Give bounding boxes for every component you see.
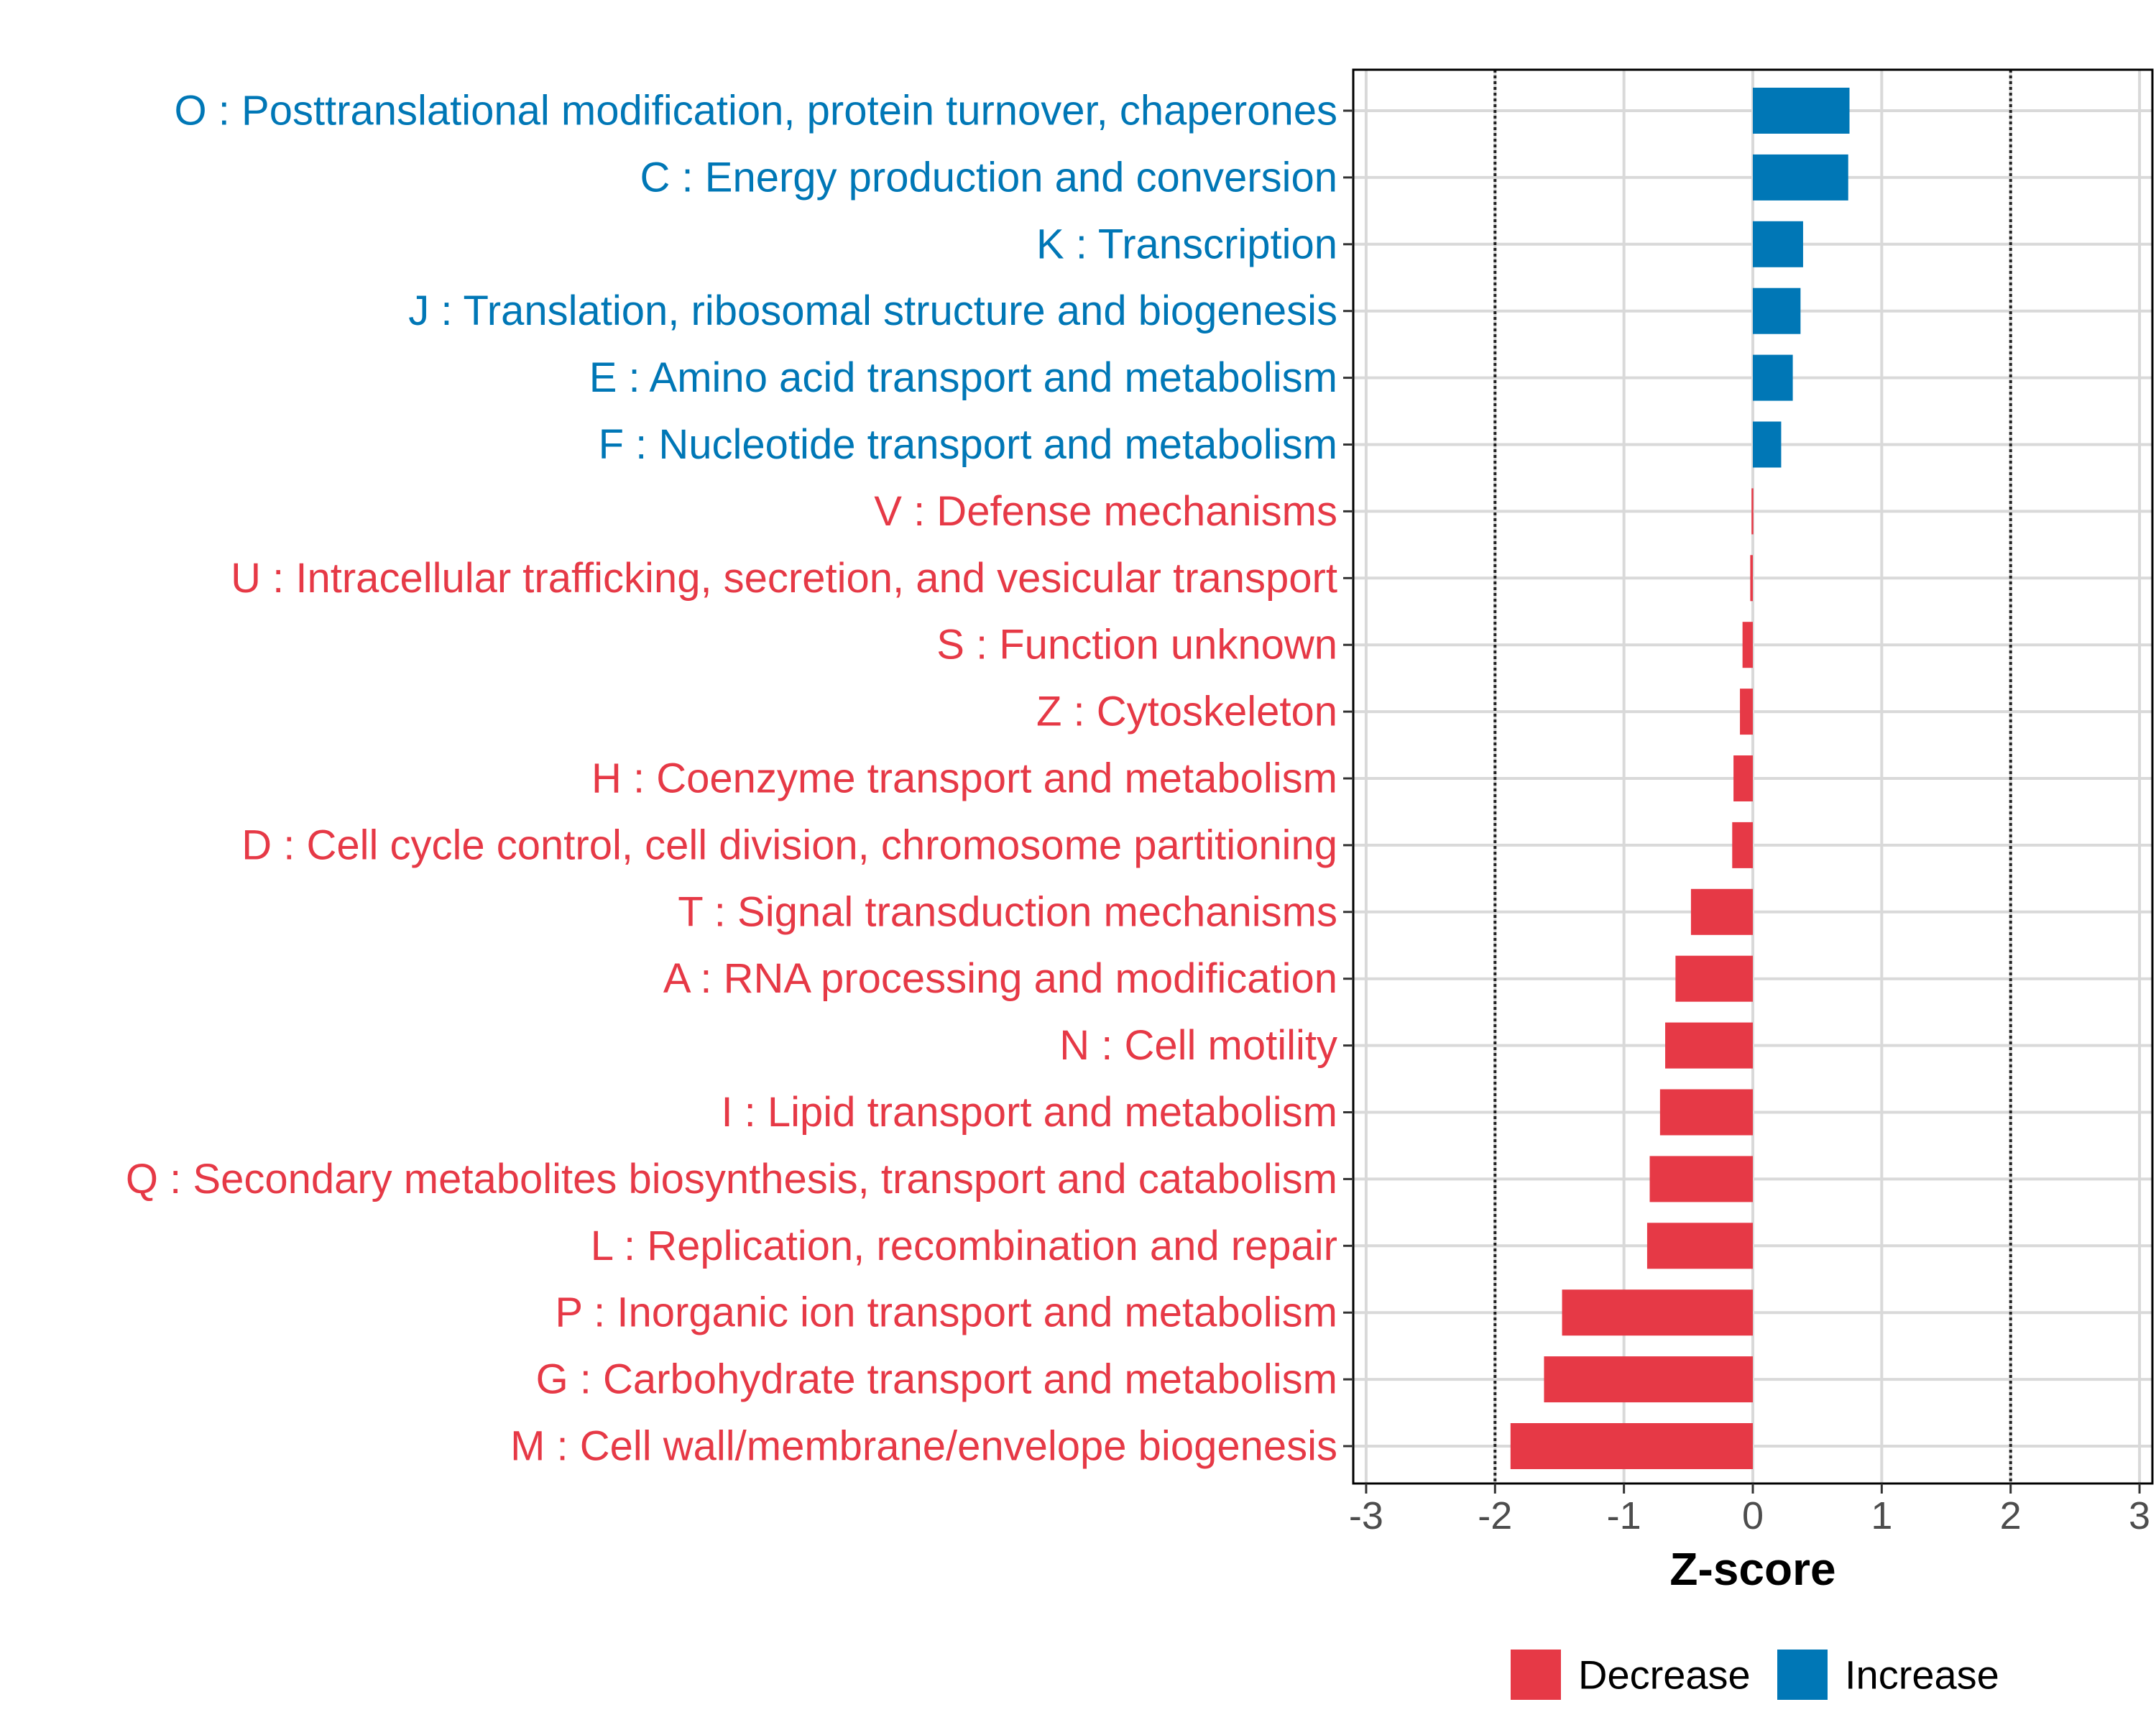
bar bbox=[1751, 488, 1754, 535]
bar bbox=[1753, 88, 1850, 134]
category-label: C : Energy production and conversion bbox=[640, 154, 1337, 201]
bar bbox=[1732, 822, 1753, 868]
x-tick-label: -2 bbox=[1478, 1494, 1512, 1537]
category-label: O : Posttranslational modification, prot… bbox=[175, 88, 1337, 134]
bar bbox=[1544, 1356, 1753, 1403]
legend-swatch bbox=[1777, 1650, 1828, 1700]
category-label: Z : Cytoskeleton bbox=[1036, 689, 1337, 735]
category-label: A : RNA processing and modification bbox=[663, 955, 1337, 1002]
category-label: M : Cell wall/membrane/envelope biogenes… bbox=[510, 1423, 1337, 1470]
bar bbox=[1733, 755, 1753, 801]
bar bbox=[1649, 1156, 1753, 1202]
category-label: K : Transcription bbox=[1036, 221, 1337, 267]
category-label: I : Lipid transport and metabolism bbox=[721, 1089, 1337, 1136]
category-label: Q : Secondary metabolites biosynthesis, … bbox=[126, 1156, 1337, 1202]
category-label: H : Coenzyme transport and metabolism bbox=[591, 755, 1337, 802]
bar bbox=[1753, 288, 1801, 334]
bar bbox=[1753, 221, 1803, 267]
bar bbox=[1753, 421, 1782, 468]
x-tick-label: 3 bbox=[2129, 1494, 2150, 1537]
bar bbox=[1740, 689, 1753, 735]
x-tick-label: 1 bbox=[1871, 1494, 1892, 1537]
category-label: N : Cell motility bbox=[1059, 1022, 1337, 1069]
bar bbox=[1675, 955, 1753, 1002]
x-axis-title: Z-score bbox=[1669, 1543, 1835, 1595]
legend: Decrease Increase bbox=[1511, 1650, 1999, 1700]
category-label: V : Defense mechanisms bbox=[874, 488, 1337, 535]
x-tick-label: 0 bbox=[1742, 1494, 1764, 1537]
category-label: L : Replication, recombination and repai… bbox=[591, 1223, 1337, 1269]
x-tick-label: 2 bbox=[2000, 1494, 2022, 1537]
bar bbox=[1659, 1089, 1753, 1136]
bar bbox=[1750, 555, 1753, 602]
bar bbox=[1753, 154, 1848, 201]
bar bbox=[1690, 888, 1753, 935]
category-label: S : Function unknown bbox=[936, 622, 1337, 668]
bar bbox=[1510, 1423, 1753, 1469]
bar bbox=[1742, 622, 1753, 668]
legend-label: Decrease bbox=[1578, 1652, 1751, 1698]
category-label: F : Nucleotide transport and metabolism bbox=[599, 421, 1337, 468]
category-label: G : Carbohydrate transport and metabolis… bbox=[536, 1356, 1337, 1403]
bars bbox=[1510, 88, 1850, 1469]
y-ticks bbox=[1343, 109, 1353, 1448]
legend-label: Increase bbox=[1845, 1652, 1999, 1698]
x-tick-label: -3 bbox=[1349, 1494, 1383, 1537]
category-label: D : Cell cycle control, cell division, c… bbox=[241, 822, 1337, 868]
bar bbox=[1753, 354, 1793, 401]
category-label: U : Intracellular trafficking, secretion… bbox=[231, 555, 1337, 602]
category-label: P : Inorganic ion transport and metaboli… bbox=[555, 1289, 1337, 1336]
x-tick-label: -1 bbox=[1607, 1494, 1641, 1537]
legend-swatch bbox=[1511, 1650, 1561, 1700]
bar bbox=[1562, 1289, 1753, 1336]
category-label: T : Signal transduction mechanisms bbox=[678, 888, 1337, 935]
x-ticks: -3 -2 -1 0 1 2 3 bbox=[1349, 1484, 2150, 1537]
bar bbox=[1646, 1223, 1753, 1269]
bar bbox=[1665, 1022, 1753, 1069]
category-labels: O : Posttranslational modification, prot… bbox=[126, 88, 1337, 1470]
category-label: J : Translation, ribosomal structure and… bbox=[408, 288, 1337, 334]
category-label: E : Amino acid transport and metabolism bbox=[589, 354, 1337, 401]
